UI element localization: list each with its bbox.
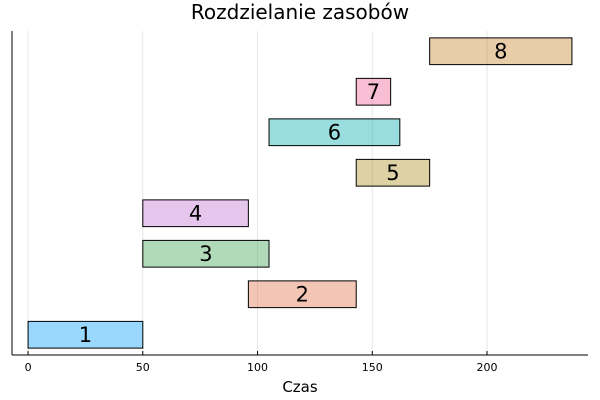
bar-label-3: 3 xyxy=(199,242,212,266)
x-tick-label: 100 xyxy=(247,361,268,374)
x-ticks: 0 50 100 150 200 xyxy=(25,351,498,374)
x-tick-label: 150 xyxy=(362,361,383,374)
bar-label-6: 6 xyxy=(328,120,341,144)
bar-task-8 xyxy=(429,37,573,66)
x-tick-label: 50 xyxy=(136,361,150,374)
bar-task-5 xyxy=(355,158,431,187)
bar-label-4: 4 xyxy=(189,201,202,225)
bar-label-1: 1 xyxy=(79,323,92,347)
x-axis-label: Czas xyxy=(282,378,318,396)
bars: 1 2 3 4 5 6 7 8 xyxy=(27,37,573,349)
bar-task-3 xyxy=(142,239,270,268)
bar-task-1 xyxy=(27,320,144,349)
bar-task-4 xyxy=(142,199,249,228)
bar-label-7: 7 xyxy=(367,80,380,104)
bar-task-7 xyxy=(355,77,392,106)
bar-task-6 xyxy=(268,118,401,147)
bar-label-2: 2 xyxy=(296,282,309,306)
bar-task-2 xyxy=(247,280,357,309)
x-tick-label: 200 xyxy=(477,361,498,374)
bar-label-8: 8 xyxy=(494,39,507,63)
bar-label-5: 5 xyxy=(386,161,399,185)
x-tick-label: 0 xyxy=(25,361,32,374)
chart-title: Rozdzielanie zasobów xyxy=(191,0,409,24)
gridlines xyxy=(27,31,488,355)
